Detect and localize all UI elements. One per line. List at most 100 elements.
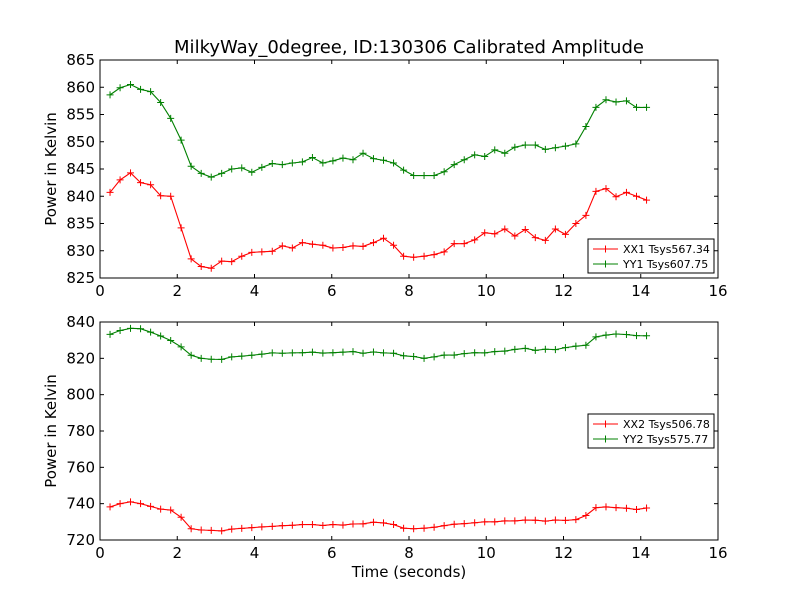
data-point-marker	[308, 348, 316, 356]
data-point-marker	[602, 503, 610, 511]
data-point-marker	[561, 230, 569, 238]
chart-title: MilkyWay_0degree, ID:130306 Calibrated A…	[174, 37, 644, 58]
data-point-marker	[106, 188, 114, 196]
data-point-marker	[106, 330, 114, 338]
data-point-marker	[380, 156, 388, 164]
data-point-marker	[410, 172, 418, 180]
data-point-marker	[592, 103, 600, 111]
series-1	[106, 498, 651, 535]
data-point-marker	[410, 253, 418, 261]
data-point-marker	[582, 211, 590, 219]
data-point-marker	[218, 527, 226, 535]
data-point-marker	[400, 524, 408, 532]
data-point-marker	[369, 518, 377, 526]
data-point-marker	[531, 234, 539, 242]
data-point-marker	[501, 149, 509, 157]
data-point-marker	[460, 240, 468, 248]
data-point-marker	[643, 332, 651, 340]
data-point-marker	[177, 224, 185, 232]
data-point-marker	[410, 353, 418, 361]
data-point-marker	[218, 355, 226, 363]
data-point-marker	[147, 88, 155, 96]
data-point-marker	[380, 349, 388, 357]
y-tick-label: 840	[66, 187, 95, 205]
data-point-marker	[339, 521, 347, 529]
data-point-marker	[147, 502, 155, 510]
x-tick-label: 10	[477, 544, 496, 562]
data-point-marker	[450, 240, 458, 248]
data-point-marker	[207, 173, 215, 181]
series-line	[109, 172, 647, 269]
data-point-marker	[481, 349, 489, 357]
x-tick-label: 2	[172, 544, 182, 562]
data-point-marker	[359, 149, 367, 157]
y-tick-label: 850	[66, 133, 95, 151]
x-tick-label: 2	[172, 282, 182, 300]
data-point-marker	[248, 168, 256, 176]
legend-marker	[602, 420, 609, 428]
x-tick-label: 4	[250, 544, 260, 562]
data-point-marker	[430, 523, 438, 531]
data-point-marker	[390, 159, 398, 167]
x-tick-label: 14	[631, 544, 650, 562]
data-point-marker	[541, 517, 549, 525]
data-point-marker	[369, 239, 377, 247]
data-point-marker	[218, 169, 226, 177]
data-point-marker	[339, 243, 347, 251]
data-point-marker	[481, 518, 489, 526]
x-tick-label: 8	[404, 282, 414, 300]
x-tick-label: 10	[477, 282, 496, 300]
data-point-marker	[238, 352, 246, 360]
data-point-marker	[501, 517, 509, 525]
series-1	[106, 169, 651, 272]
legend: XX1 Tsys567.34 YY1 Tsys607.75	[587, 238, 715, 274]
legend-label: YY1 Tsys607.75	[622, 258, 708, 271]
legend-entry: YY1 Tsys607.75	[593, 258, 708, 271]
data-point-marker	[278, 349, 286, 357]
data-point-marker	[551, 346, 559, 354]
data-point-marker	[228, 258, 236, 266]
data-point-marker	[400, 352, 408, 360]
legend-box	[587, 238, 715, 274]
legend-entry: XX1 Tsys567.34	[593, 243, 710, 256]
data-point-marker	[622, 188, 630, 196]
data-point-marker	[622, 97, 630, 105]
data-point-marker	[258, 163, 266, 171]
x-axis-label: Time (seconds)	[351, 563, 467, 581]
data-point-marker	[106, 503, 114, 511]
data-point-marker	[238, 524, 246, 532]
data-point-marker	[501, 225, 509, 233]
data-point-marker	[450, 161, 458, 169]
data-point-marker	[127, 498, 135, 506]
data-point-marker	[501, 347, 509, 355]
data-point-marker	[400, 252, 408, 260]
data-point-marker	[187, 525, 195, 533]
data-point-marker	[278, 242, 286, 250]
data-point-marker	[268, 247, 276, 255]
data-point-marker	[116, 176, 124, 184]
data-point-marker	[380, 519, 388, 527]
data-point-marker	[258, 350, 266, 358]
data-point-marker	[319, 521, 327, 529]
data-point-marker	[420, 172, 428, 180]
data-point-marker	[248, 524, 256, 532]
data-point-marker	[157, 505, 165, 513]
data-point-marker	[308, 521, 316, 529]
data-point-marker	[440, 522, 448, 530]
y-tick-label: 820	[66, 349, 95, 367]
data-point-marker	[602, 185, 610, 193]
data-point-marker	[521, 516, 529, 524]
data-point-marker	[207, 355, 215, 363]
data-point-marker	[592, 187, 600, 195]
data-point-marker	[440, 248, 448, 256]
data-point-marker	[471, 151, 479, 159]
y-tick-label: 845	[66, 160, 95, 178]
y-tick-label: 800	[66, 386, 95, 404]
data-point-marker	[622, 504, 630, 512]
data-point-marker	[531, 516, 539, 524]
data-point-marker	[197, 169, 205, 177]
legend-label: YY2 Tsys575.77	[622, 433, 708, 446]
data-point-marker	[582, 511, 590, 519]
data-point-marker	[288, 159, 296, 167]
data-point-marker	[197, 263, 205, 271]
